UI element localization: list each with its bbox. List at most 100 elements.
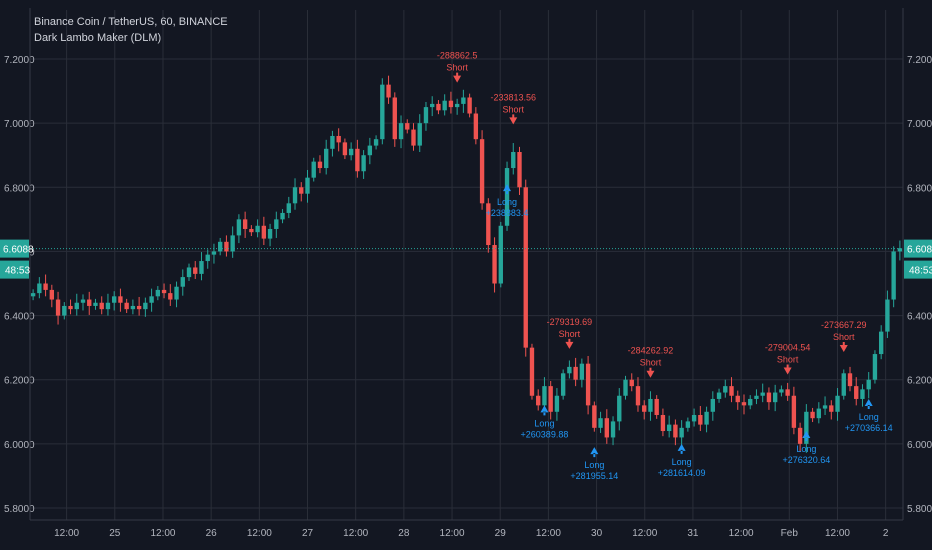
candle-body [529, 347, 535, 396]
candle-body [623, 379, 628, 396]
candle-body [517, 152, 522, 188]
candle-body [442, 100, 447, 111]
x-tick-label: 12:00 [343, 528, 368, 539]
candle-body [698, 414, 703, 425]
short-signal-label: Short [446, 63, 468, 73]
last-price-line: 6.6088 48:53 6.6088 48:53 [0, 239, 932, 279]
x-tick-label: 12:00 [729, 528, 754, 539]
short-arrow-icon [453, 72, 462, 83]
candle-body [854, 386, 859, 399]
candle-body [511, 152, 516, 169]
candle-body [635, 386, 641, 406]
candle-body [592, 405, 597, 428]
y-tick-label-right: 6.4000 [907, 312, 932, 323]
candle-body [261, 225, 267, 239]
y-tick-label-right: 6.8000 [907, 183, 932, 194]
countdown-value: 48:53 [5, 266, 30, 277]
long-signal-value: +238883.4 [486, 208, 529, 218]
candle-body [74, 302, 79, 310]
candle-body [386, 84, 391, 98]
x-tick-label: 2 [883, 528, 889, 539]
candle-body [205, 254, 210, 262]
candle-body [473, 113, 479, 140]
candle-body [617, 395, 622, 422]
long-signal-value: +270366.14 [845, 423, 893, 433]
long-signal-label: Long [859, 412, 879, 422]
candle-body [180, 277, 185, 287]
short-signal-value: -284262.92 [628, 346, 674, 356]
candle-body [286, 203, 291, 213]
y-tick-label-left: 5.8000 [4, 504, 35, 515]
candle-body [791, 395, 797, 428]
candle-body [317, 161, 323, 169]
candle-body [136, 305, 142, 310]
countdown-value: 48:53 [909, 266, 932, 277]
candle-body [804, 411, 809, 444]
last-price-tag-left [0, 239, 29, 258]
x-tick-label: Feb [781, 528, 799, 539]
candle-body [673, 424, 678, 438]
candle-body [835, 395, 840, 412]
short-signal-value: -279004.54 [765, 343, 811, 353]
candle-body [610, 421, 616, 438]
candle-body [691, 414, 697, 422]
candle-body [872, 354, 878, 380]
candle-body [779, 389, 784, 393]
candle-body [723, 386, 728, 393]
candle-body [554, 395, 560, 412]
candle-body [80, 299, 86, 303]
candle-body [716, 392, 722, 399]
candle-body [866, 379, 871, 390]
candle-body [380, 84, 385, 140]
candle-body [467, 97, 472, 114]
short-signal-label: Short [777, 355, 799, 365]
indicator-title[interactable]: Dark Lambo Maker (DLM) [34, 32, 162, 44]
short-signal-label: Short [559, 329, 581, 339]
candle-body [155, 289, 161, 297]
candle-body [93, 302, 98, 306]
x-tick-label: 12:00 [632, 528, 657, 539]
x-tick-label: 12:00 [54, 528, 79, 539]
y-tick-label-left: 7.2000 [4, 55, 35, 66]
candle-body [355, 148, 360, 172]
candle-body [199, 261, 204, 274]
candle-body [330, 135, 335, 149]
candle-body [37, 283, 42, 294]
short-arrow-icon [646, 367, 655, 378]
candle-body [267, 228, 273, 239]
symbol-title[interactable]: Binance Coin / TetherUS, 60, BINANCE [34, 16, 228, 28]
y-tick-label-right: 6.0000 [907, 440, 932, 451]
candle-body [654, 398, 659, 415]
long-arrow-icon [677, 443, 686, 454]
long-signal-label: Long [584, 460, 604, 470]
x-tick-label: 28 [398, 528, 410, 539]
candle-body [292, 187, 298, 204]
candle-body [417, 123, 422, 146]
short-signal-value: -288862.5 [437, 51, 478, 61]
candle-body [398, 123, 404, 140]
long-signal-label: Long [672, 457, 692, 467]
x-tick-label: 27 [302, 528, 314, 539]
candle-body [324, 148, 329, 169]
candle-body [311, 161, 316, 178]
long-arrow-icon [540, 405, 549, 416]
candle-body [816, 408, 822, 419]
candle-body [224, 241, 229, 252]
chart-legend: Binance Coin / TetherUS, 60, BINANCE Dar… [34, 14, 228, 46]
y-tick-label-left: 6.0000 [4, 440, 35, 451]
candle-body [423, 107, 429, 124]
candle-body [62, 305, 67, 316]
long-signal-value: +281955.14 [570, 471, 618, 481]
candle-body [30, 293, 36, 297]
candle-body [43, 283, 48, 290]
candle-body [143, 302, 148, 310]
axes: 7.2000 7.2000 7.0000 7.0000 6.8000 6.8000 6.60… [4, 8, 932, 539]
candle-body [523, 187, 528, 348]
candle-body [542, 386, 547, 406]
candle-body [174, 286, 179, 300]
candle-body [741, 402, 747, 406]
candle-body [498, 225, 503, 284]
x-tick-label: 29 [495, 528, 507, 539]
